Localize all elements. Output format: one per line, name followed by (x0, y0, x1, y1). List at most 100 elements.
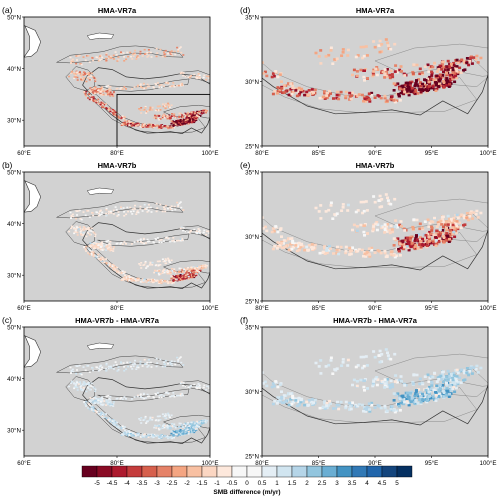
smb-cell (80, 373, 83, 376)
smb-cell (196, 231, 199, 234)
smb-cell (366, 232, 369, 235)
smb-cell (344, 249, 348, 253)
smb-cell (149, 206, 152, 209)
smb-cell (293, 87, 297, 90)
smb-cell (88, 79, 91, 81)
smb-cell (77, 73, 80, 75)
smb-cell (305, 245, 309, 249)
smb-cell (386, 196, 389, 200)
smb-cell (89, 404, 92, 406)
smb-cell (156, 82, 159, 84)
smb-cell (136, 56, 138, 59)
smb-cell (270, 75, 274, 79)
smb-cell (184, 112, 187, 115)
smb-cell (73, 387, 76, 390)
smb-cell (291, 241, 295, 244)
smb-cell (344, 96, 348, 100)
smb-cell (388, 76, 392, 80)
smb-cell (141, 55, 144, 57)
smb-cell (147, 123, 150, 126)
smb-cell (184, 119, 187, 122)
smb-cell (153, 87, 156, 89)
smb-cell (462, 59, 466, 62)
smb-cell (179, 122, 182, 125)
smb-cell (327, 53, 331, 57)
smb-cell (375, 383, 379, 387)
smb-cell (139, 394, 142, 396)
smb-cell (370, 93, 374, 97)
smb-cell (105, 212, 108, 215)
smb-cell (155, 117, 158, 119)
smb-cell (442, 236, 446, 239)
smb-cell (188, 273, 191, 276)
smb-cell (187, 386, 190, 389)
smb-cell (445, 375, 449, 379)
smb-cell (170, 437, 173, 439)
smb-cell (325, 94, 329, 97)
smb-cell (136, 240, 139, 243)
smb-cell (199, 387, 202, 389)
smb-cell (427, 85, 431, 88)
smb-cell (158, 115, 161, 117)
smb-cell (292, 246, 296, 249)
smb-cell (83, 90, 86, 93)
smb-cell (91, 91, 94, 93)
smb-cell (152, 280, 155, 282)
smb-cell (196, 268, 199, 270)
smb-cell (180, 71, 183, 74)
smb-cell (162, 114, 165, 116)
smb-cell (162, 415, 165, 418)
smb-cell (360, 403, 364, 407)
smb-cell (108, 242, 111, 245)
smb-cell (73, 232, 76, 235)
smb-cell (171, 395, 174, 397)
map-content (24, 180, 210, 289)
smb-cell (162, 424, 165, 426)
smb-cell (262, 72, 265, 75)
panel-letter: (a) (2, 5, 13, 15)
smb-cell (437, 388, 441, 391)
smb-cell (362, 364, 366, 368)
smb-cell (71, 226, 74, 228)
colorbar-swatch (96, 465, 113, 478)
smb-cell (148, 206, 151, 209)
smb-cell (178, 267, 181, 270)
smb-cell (129, 206, 132, 209)
smb-cell (141, 280, 144, 283)
smb-cell (363, 379, 366, 382)
smb-cell (93, 232, 96, 234)
smb-cell (299, 245, 303, 249)
smb-cell (79, 386, 82, 388)
smb-cell (403, 242, 407, 246)
smb-cell (192, 273, 194, 275)
smb-cell (193, 430, 196, 433)
smb-cell (169, 106, 171, 109)
map-content (262, 193, 488, 271)
smb-cell (137, 84, 139, 87)
smb-cell (165, 81, 168, 84)
smb-cell (99, 88, 102, 90)
smb-cell (140, 86, 142, 88)
smb-cell (188, 428, 191, 431)
smb-cell (282, 239, 286, 242)
smb-cell (442, 391, 446, 394)
smb-cell (368, 410, 372, 413)
smb-cell (208, 387, 210, 389)
smb-cell (427, 380, 431, 383)
smb-cell (383, 223, 387, 226)
smb-cell (418, 227, 422, 231)
smb-cell (414, 400, 418, 403)
smb-cell (153, 397, 156, 399)
smb-cell (159, 48, 162, 51)
smb-cell (371, 226, 375, 230)
colorbar-swatch (276, 465, 293, 478)
smb-cell (155, 427, 158, 429)
smb-cell (294, 244, 298, 247)
smb-cell (370, 246, 374, 250)
smb-cell (72, 370, 75, 373)
smb-cell (421, 88, 425, 91)
smb-cell (373, 406, 377, 409)
smb-cell (172, 237, 175, 239)
tibetan-plateau-outline (262, 228, 488, 271)
smb-cell (82, 211, 85, 213)
